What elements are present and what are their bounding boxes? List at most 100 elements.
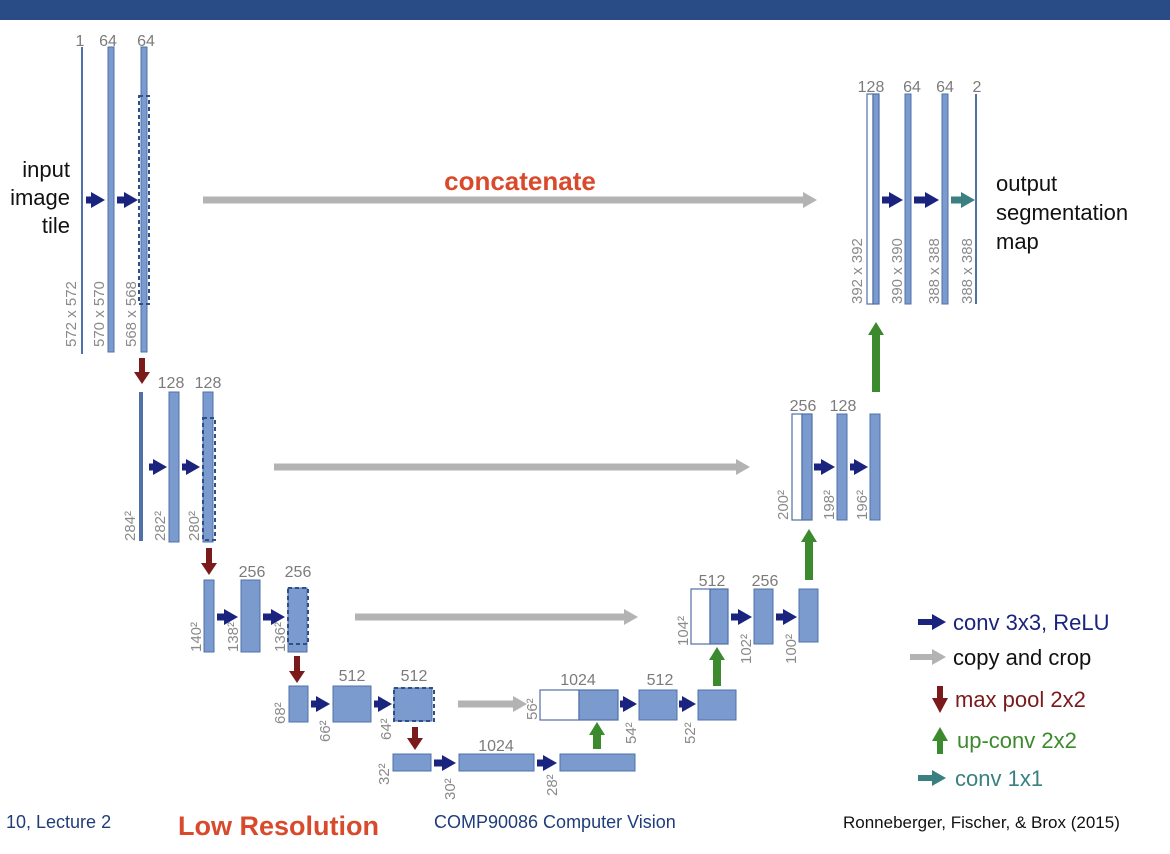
feature-map-d3u-copied — [690, 588, 711, 645]
channel-label-e4b: 512 — [401, 668, 428, 685]
channel-label-e4a: 512 — [339, 668, 366, 685]
arrow-down-23 — [134, 358, 150, 384]
output-label-line3: map — [996, 229, 1039, 254]
arrow-right-3 — [182, 459, 200, 475]
size-label-d2a: 198² — [821, 490, 838, 520]
size-label-d1a: 390 x 390 — [889, 238, 906, 304]
arrow-right-11 — [679, 696, 696, 712]
feature-map-d1u-upsampled — [872, 93, 880, 305]
size-label-e1a: 570 x 570 — [91, 281, 108, 347]
legend-pool-icon — [932, 686, 948, 713]
arrow-right-10 — [620, 696, 637, 712]
feature-map-e3p — [203, 579, 215, 653]
feature-map-d3u-upsampled — [709, 588, 729, 645]
size-label-e3p: 140² — [188, 622, 205, 652]
input-label-line3: tile — [42, 213, 70, 238]
arrow-right-7 — [374, 696, 392, 712]
arrow-right-9 — [537, 755, 557, 771]
channel-label-e1a: 64 — [99, 33, 117, 50]
channel-label-d2a: 128 — [830, 398, 857, 415]
legend-copy-icon — [910, 649, 946, 665]
size-label-e2a: 282² — [152, 511, 169, 541]
size-label-bb: 28² — [544, 774, 561, 796]
size-label-d2u: 200² — [775, 490, 792, 520]
arrow-right-13 — [776, 609, 797, 625]
feature-map-e2a — [168, 391, 180, 543]
input-label-line2: image — [10, 185, 70, 210]
output-label-line2: segmentation — [996, 200, 1128, 225]
size-label-d3u: 104² — [675, 616, 692, 646]
feature-map-d3b — [798, 588, 819, 643]
size-label-bp: 32² — [376, 763, 393, 785]
arrow-right-16 — [882, 192, 903, 208]
channel-label-e2a: 128 — [158, 375, 185, 392]
size-label-out: 388 x 388 — [959, 238, 976, 304]
feature-map-d2b — [869, 413, 881, 521]
feature-map-bp — [392, 753, 432, 772]
feature-map-bb — [559, 753, 636, 772]
feature-map-d4u-copied — [539, 689, 580, 721]
arrow-right-4 — [217, 609, 238, 625]
arrow-right-5 — [263, 609, 285, 625]
arrow-down-26 — [407, 727, 423, 750]
arrow-right-20 — [274, 459, 750, 475]
operation-arrows — [86, 192, 975, 771]
arrow-right-17 — [914, 192, 939, 208]
feature-map-d4b — [697, 689, 737, 721]
arrow-right-8 — [434, 755, 456, 771]
crop-region-3 — [393, 687, 435, 722]
size-label-d3a: 102² — [738, 634, 755, 664]
legend-upconv-label: up-conv 2x2 — [957, 728, 1077, 753]
size-label-e4a: 66² — [317, 720, 334, 742]
feature-map-d4u-upsampled — [578, 689, 619, 721]
feature-map-e4a — [332, 685, 372, 723]
input-label-line1: input — [22, 157, 70, 182]
legend-upconv-icon — [932, 727, 948, 754]
feature-map-d1u-copied — [866, 93, 874, 305]
feature-map-d1b — [941, 93, 949, 305]
size-label-d4b: 52² — [682, 722, 699, 744]
crop-region-2 — [287, 587, 309, 645]
arrow-right-22 — [458, 696, 527, 712]
channel-label-d2u: 256 — [790, 398, 817, 415]
legend-conv1x1-label: conv 1x1 — [955, 766, 1043, 791]
feature-map-e1b — [140, 46, 148, 353]
size-label-e3a: 138² — [225, 622, 242, 652]
output-label-line1: output — [996, 171, 1057, 196]
legend-conv1x1-icon — [918, 770, 946, 786]
channel-label-e1b: 64 — [137, 33, 155, 50]
size-label-d2b: 196² — [854, 490, 871, 520]
size-label-e1b: 568 x 568 — [123, 281, 140, 347]
channel-label-e3b: 256 — [285, 564, 312, 581]
feature-map-e3a — [240, 579, 261, 653]
arrow-up-27 — [589, 722, 605, 749]
footer-citation: Ronneberger, Fischer, & Brox (2015) — [843, 813, 1120, 832]
arrow-right-18 — [951, 192, 975, 208]
channel-label-d4a: 512 — [647, 672, 674, 689]
footer-low-resolution: Low Resolution — [178, 811, 379, 841]
channel-label-e3a: 256 — [239, 564, 266, 581]
feature-map-e2p — [139, 392, 143, 541]
size-label-d4a: 54² — [623, 722, 640, 744]
concatenate-label: concatenate — [444, 166, 596, 196]
size-label-ba: 30² — [442, 778, 459, 800]
arrow-up-29 — [801, 529, 817, 580]
channel-label-d1b: 64 — [936, 79, 954, 96]
feature-map-e4b — [393, 687, 433, 722]
size-label-d3b: 100² — [783, 634, 800, 664]
size-label-e2b: 280² — [186, 511, 203, 541]
footer-course: COMP90086 Computer Vision — [434, 812, 676, 832]
arrow-right-12 — [731, 609, 752, 625]
feature-map-e4p — [288, 685, 309, 723]
feature-map-in0 — [81, 47, 83, 354]
feature-map-out — [975, 94, 977, 304]
legend: conv 3x3, ReLU copy and crop max pool 2x… — [910, 610, 1110, 791]
channel-label-d3a: 256 — [752, 573, 779, 590]
arrow-down-25 — [289, 656, 305, 683]
size-label-d1b: 388 x 388 — [926, 238, 943, 304]
channel-label-d1u: 128 — [858, 79, 885, 96]
channel-label-e2b: 128 — [195, 375, 222, 392]
arrow-right-2 — [149, 459, 167, 475]
